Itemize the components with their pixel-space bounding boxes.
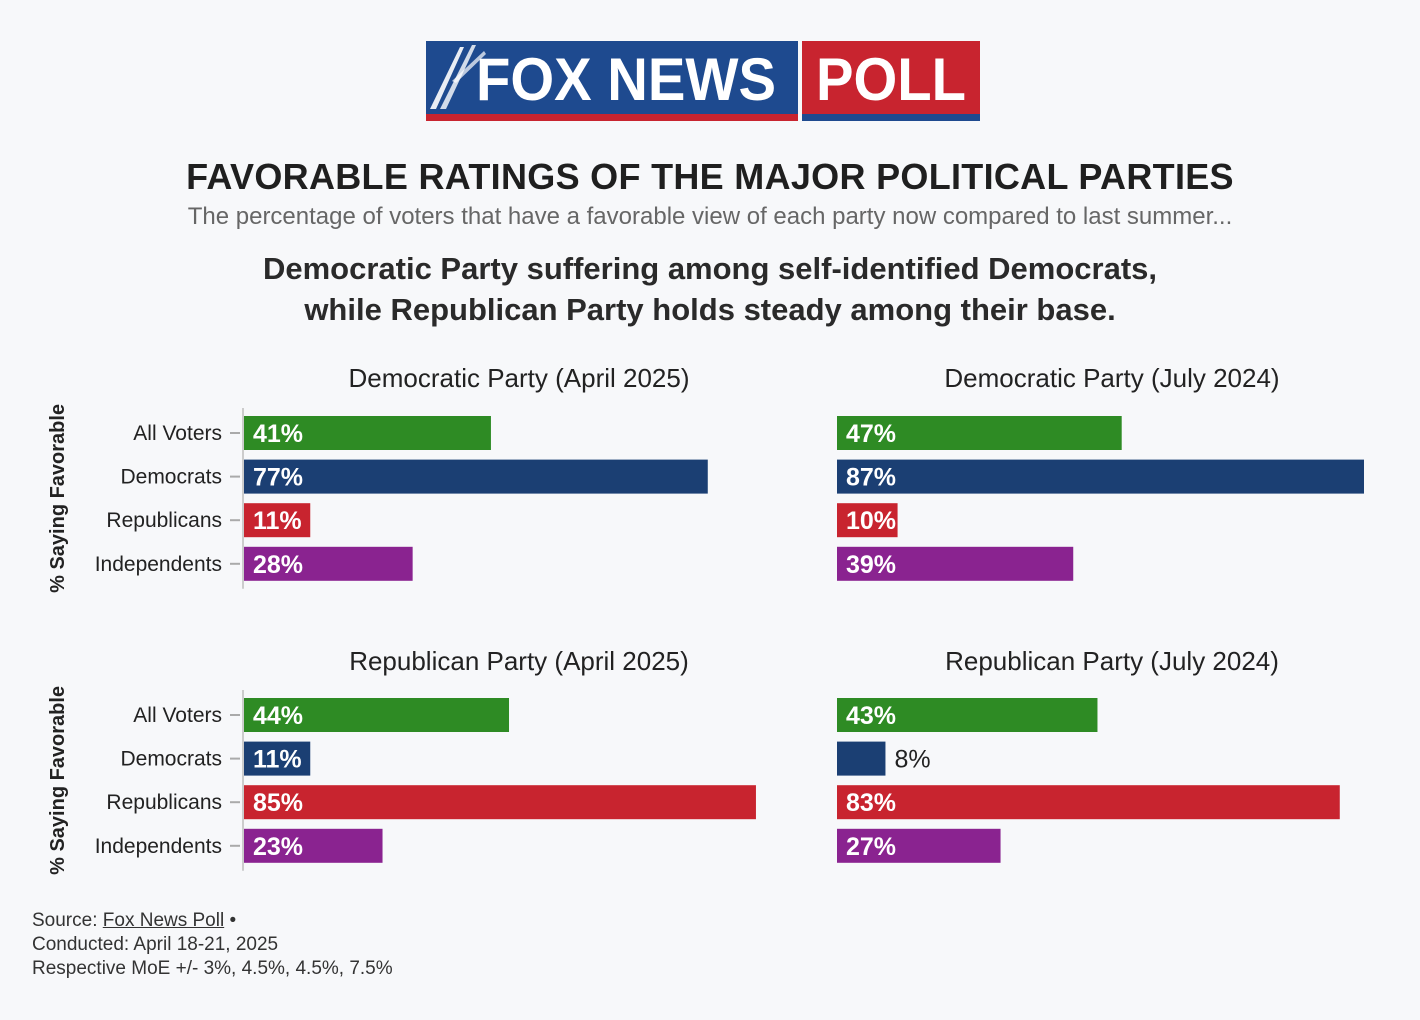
conducted-date: Conducted: April 18-21, 2025 [32, 934, 279, 955]
chart-title: Democratic Party (July 2024) [944, 363, 1279, 393]
headline-line-1: Democratic Party suffering among self-id… [262, 251, 1158, 286]
chart-title: Democratic Party (April 2025) [349, 363, 690, 393]
bar [244, 741, 311, 776]
bar [837, 503, 898, 538]
category-label: Republicans [106, 791, 222, 814]
bar [244, 416, 491, 450]
category-label: Independents [95, 553, 222, 576]
headline-line-2: while Republican Party holds steady amon… [304, 292, 1116, 327]
headline: Democratic Party suffering among self-id… [0, 248, 1420, 330]
bar [244, 546, 413, 581]
charts-area: Democratic Party (April 2025) % Saying Fa… [47, 363, 1364, 875]
value-label: 39% [846, 551, 896, 579]
bar [244, 459, 708, 494]
value-label: 85% [253, 789, 303, 817]
value-label: 83% [846, 789, 896, 817]
bar [244, 828, 383, 863]
footer: Source: Fox News Poll • Conducted: April… [32, 909, 393, 981]
category-label: Republicans [106, 509, 222, 532]
bar [837, 416, 1122, 450]
y-axis-label: % Saying Favorable [47, 686, 69, 875]
source-separator: • [224, 910, 237, 931]
source-link[interactable]: Fox News Poll [102, 910, 225, 931]
chart-title: Republican Party (April 2025) [349, 646, 689, 676]
source-label: Source: [32, 910, 103, 931]
bar [837, 546, 1074, 581]
bar [837, 741, 886, 776]
bar [244, 698, 510, 732]
value-label: 77% [253, 464, 303, 492]
value-label: 87% [846, 464, 896, 492]
bar [837, 459, 1364, 494]
value-label: 44% [253, 702, 303, 730]
value-label: 28% [253, 551, 303, 579]
value-label: 11% [253, 507, 302, 535]
category-label: Independents [95, 835, 222, 858]
value-label: 43% [846, 702, 896, 730]
bar [837, 785, 1340, 820]
category-label: All Voters [133, 704, 222, 727]
chart-title: Republican Party (July 2024) [945, 646, 1279, 676]
bar [837, 828, 1001, 863]
logo-text-poll: POLL [816, 46, 966, 113]
value-label: 27% [846, 833, 896, 861]
logo-text-fox-news: FOX NEWS [476, 46, 776, 113]
fox-news-poll-logo: FOX NEWS POLL [426, 41, 980, 121]
source-line: Source: Fox News Poll • [32, 909, 393, 933]
value-label: 10% [846, 507, 896, 535]
page-subtitle: The percentage of voters that have a fav… [187, 203, 1233, 230]
value-label: 23% [253, 833, 303, 861]
category-label: All Voters [133, 422, 222, 445]
value-label: 8% [894, 746, 930, 774]
logo-graphic: FOX NEWS POLL [426, 41, 980, 121]
page-title: FAVORABLE RATINGS OF THE MAJOR POLITICAL… [186, 156, 1234, 197]
value-label: 41% [253, 420, 303, 448]
bar [837, 698, 1098, 732]
y-axis-label: % Saying Favorable [47, 404, 69, 593]
value-label: 11% [253, 746, 302, 774]
category-label: Democrats [120, 748, 222, 771]
bar [244, 785, 756, 820]
margin-of-error: Respective MoE +/- 3%, 4.5%, 4.5%, 7.5% [32, 958, 393, 979]
category-label: Democrats [120, 466, 222, 489]
bar [244, 503, 311, 538]
value-label: 47% [846, 420, 896, 448]
